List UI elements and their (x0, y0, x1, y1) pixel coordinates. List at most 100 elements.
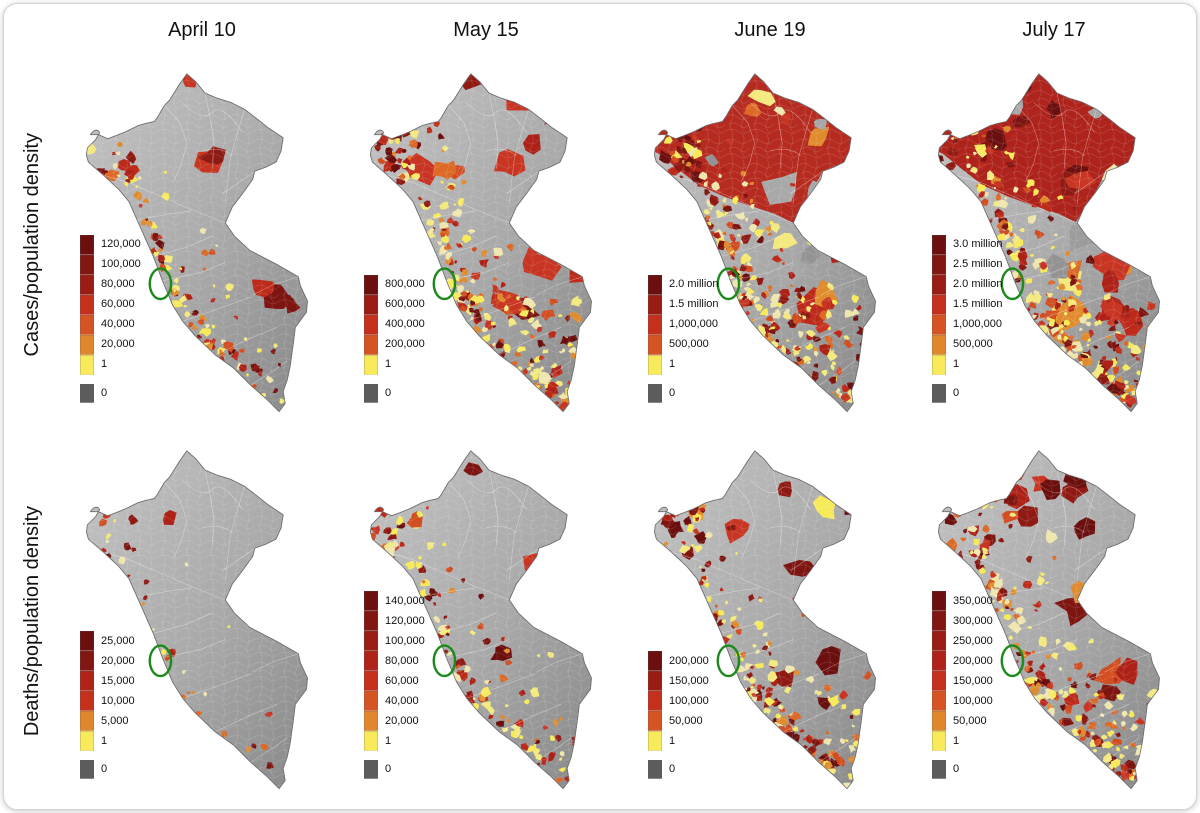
legend-value-label: 150,000 (669, 674, 709, 687)
district-patch (1146, 765, 1156, 773)
district-patch (1036, 400, 1047, 409)
district-patch (1105, 207, 1128, 234)
district-patch (199, 770, 207, 777)
district-patch (1014, 694, 1021, 703)
district-patch (1076, 394, 1090, 408)
district-patch (574, 377, 586, 385)
district-patch (1090, 381, 1099, 388)
legend-entry: 400,000 (364, 314, 425, 335)
district-patch (1095, 389, 1105, 400)
legend-entry: 100,000 (648, 691, 709, 711)
legend-entry: 140,000 (364, 591, 425, 611)
legend-zero-entry: 0 (80, 383, 141, 403)
district-patch (398, 487, 419, 501)
legend-value-label: 500,000 (953, 338, 993, 350)
legend-value-label: 50,000 (953, 714, 987, 727)
legend-swatch (932, 591, 946, 611)
column-header-june-19: June 19 (734, 18, 806, 41)
legend-swatch (364, 691, 378, 711)
legend-zero-swatch (648, 760, 662, 779)
district-patch (1150, 352, 1156, 359)
legend-swatch (648, 671, 662, 691)
district-patch (867, 362, 876, 371)
district-patch (392, 464, 411, 482)
district-patch (285, 769, 293, 775)
legend-swatch (364, 334, 378, 355)
legend-value-label: 60,000 (101, 298, 135, 310)
district-patch (480, 360, 493, 369)
legend-value-label: 120,000 (385, 614, 425, 627)
district-patch (740, 326, 752, 342)
legend-entry: 10,000 (80, 691, 135, 711)
legend-swatch (364, 651, 378, 671)
district-patch (764, 381, 773, 389)
district-patch (749, 396, 762, 405)
legend-entry: 1 (648, 731, 709, 751)
legend-value-label: 20,000 (385, 714, 419, 727)
district-patch (523, 397, 531, 403)
legend-value-label: 20,000 (101, 338, 135, 350)
district-patch (370, 168, 381, 182)
legend-cases-may15: 800,000 600,000 400,000 200,000 1 0 (364, 274, 425, 403)
district-patch (1115, 409, 1120, 412)
district-patch (754, 368, 764, 379)
legend-entry: 20,000 (80, 651, 135, 671)
district-patch (1149, 358, 1159, 369)
district-patch (1035, 364, 1043, 369)
district-patch (842, 182, 847, 186)
legend-value-label: 60,000 (385, 674, 419, 687)
legend-entry: 80,000 (80, 274, 141, 295)
legend-value-label: 1 (101, 734, 108, 747)
legend-value-label: 50,000 (669, 714, 703, 727)
lima-annotation-ellipse (148, 643, 173, 677)
district-patch (422, 473, 436, 489)
legend-value-label: 100,000 (669, 694, 709, 707)
legend-value-label: 80,000 (101, 278, 135, 290)
district-patch (1110, 215, 1115, 219)
district-patch (468, 410, 476, 412)
legend-swatch (932, 334, 946, 355)
district-patch (806, 206, 836, 235)
legend-entry: 3.0 million (932, 234, 1003, 255)
district-patch (858, 361, 870, 374)
legend-entry: 1 (364, 354, 425, 375)
legend-swatch (80, 651, 94, 671)
district-patch (103, 73, 136, 100)
grid-corner-spacer (4, 4, 60, 56)
legend-zero-swatch (364, 760, 378, 779)
district-patch (492, 778, 498, 783)
district-patch (1143, 376, 1154, 386)
district-patch (579, 368, 586, 374)
district-patch (538, 201, 542, 204)
district-patch (429, 325, 438, 333)
legend-value-label: 800,000 (385, 278, 425, 290)
district-patch (532, 222, 566, 253)
district-patch (571, 392, 578, 399)
district-patch (1146, 779, 1160, 789)
district-patch (654, 511, 661, 519)
column-header-july-17: July 17 (1022, 18, 1086, 41)
map-panel-cases-may15: 800,000 600,000 400,000 200,000 1 0 (344, 56, 628, 433)
district-patch (1142, 368, 1153, 377)
district-patch (1158, 362, 1160, 371)
legend-entry: 1.5 million (648, 294, 719, 315)
peru-map-deaths-april10 (85, 449, 308, 789)
district-patch (1071, 361, 1077, 367)
legend-swatch (80, 234, 94, 255)
district-patch (578, 218, 592, 241)
legend-value-label: 15,000 (101, 674, 135, 687)
legend-zero-label: 0 (669, 763, 676, 775)
map-panel-deaths-may15: 140,000 120,000 100,000 80,000 60,000 40,000 2… (344, 433, 628, 810)
district-patch (168, 339, 174, 344)
legend-entry: 150,000 (932, 671, 993, 691)
district-patch (203, 414, 210, 421)
district-patch (175, 360, 180, 367)
district-patch (1092, 761, 1100, 766)
district-patch (1045, 368, 1054, 377)
district-patch (536, 396, 548, 408)
district-patch (470, 392, 479, 399)
district-patch (773, 395, 783, 406)
district-patch (824, 222, 839, 238)
district-patch (544, 107, 562, 125)
legend-zero-entry: 0 (648, 383, 719, 403)
